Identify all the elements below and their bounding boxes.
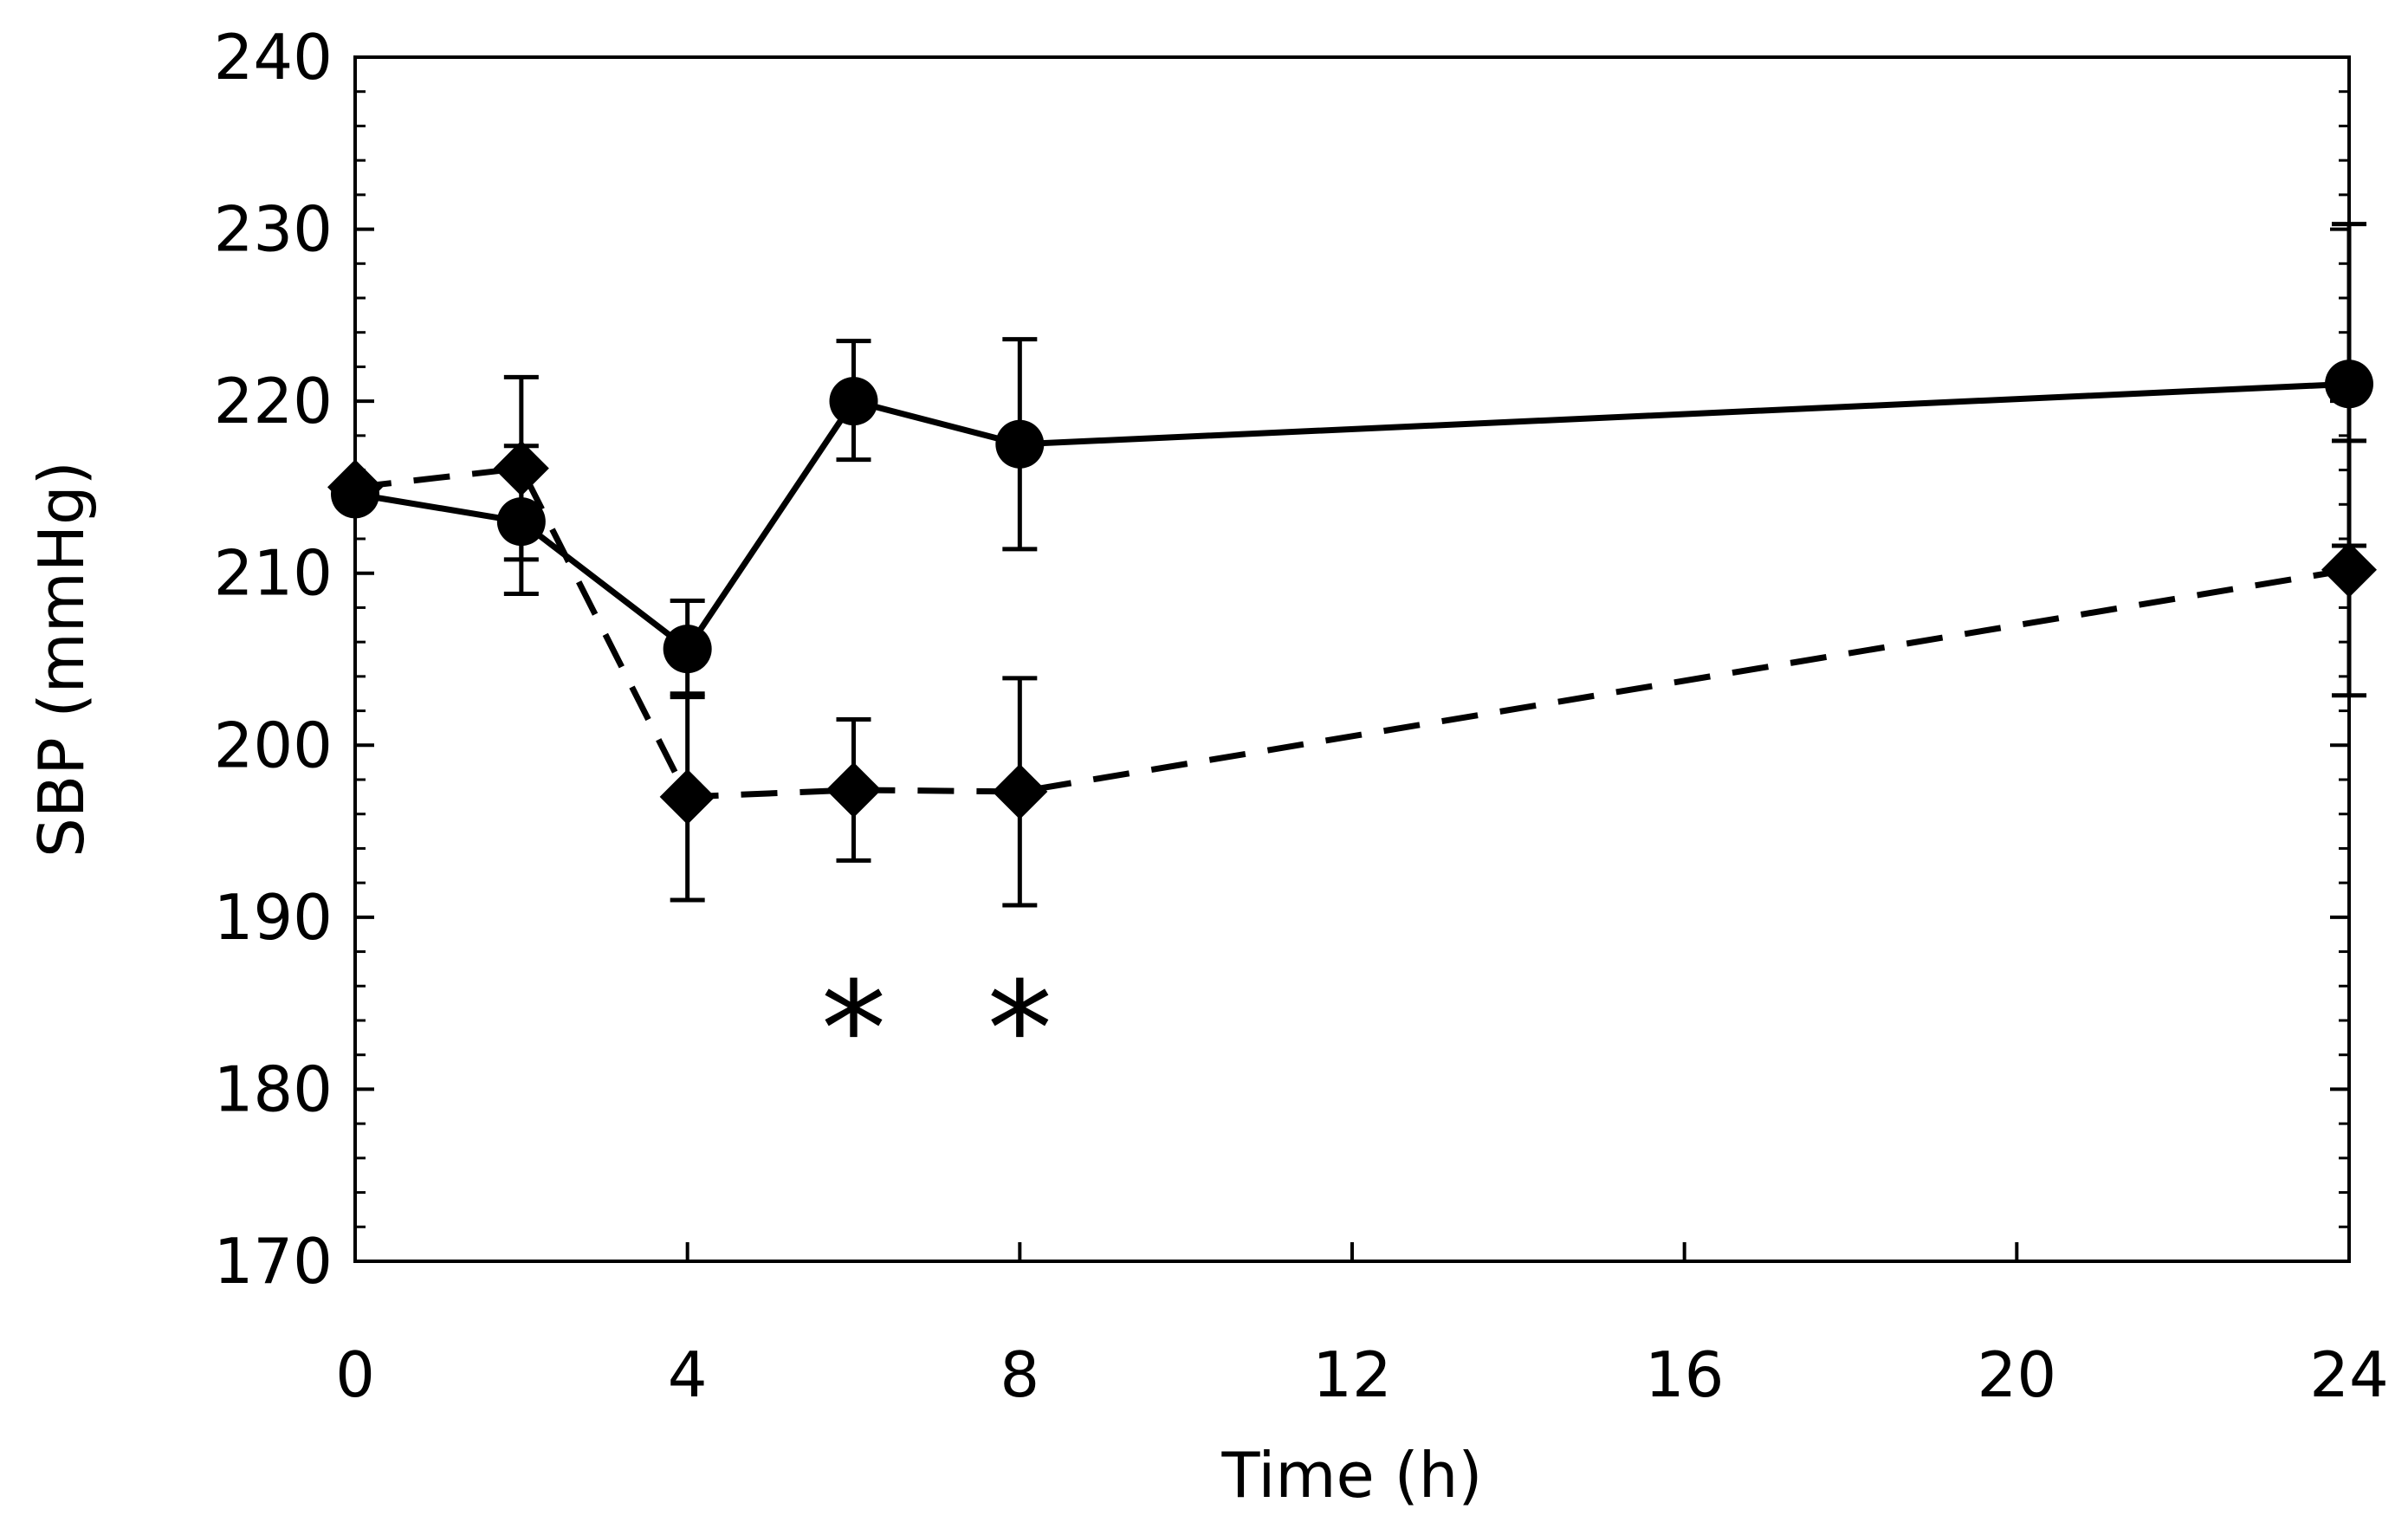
- series-layer: [327, 222, 2377, 908]
- data-point-diamond: [2321, 541, 2377, 598]
- x-tick-label: 24: [2309, 1338, 2389, 1411]
- data-point-circle: [663, 625, 712, 674]
- plot-frame: [353, 55, 2351, 1263]
- y-axis-label: SBP (mmHg): [25, 461, 98, 858]
- x-tick-label: 8: [1000, 1338, 1039, 1411]
- significance-asterisk: *: [821, 955, 886, 1105]
- x-tick-labels: 0 4 8 12 16 20 24: [335, 1338, 2389, 1411]
- significance-asterisk: *: [987, 955, 1052, 1105]
- y-tick-label: 170: [214, 1225, 333, 1298]
- x-tick-label: 0: [335, 1338, 375, 1411]
- x-tick-label: 20: [1978, 1338, 2057, 1411]
- y-tick-label: 230: [214, 193, 333, 266]
- series-line-circle-solid: [354, 380, 2350, 652]
- y-tick-labels: 170 180 190 200 210 220 230 240: [214, 21, 333, 1298]
- data-point-diamond: [825, 761, 882, 818]
- y-tick-label: 240: [214, 21, 333, 94]
- y-tick-label: 180: [214, 1052, 333, 1125]
- data-point-diamond: [659, 768, 715, 825]
- data-point-circle: [2325, 359, 2373, 409]
- data-point-diamond: [327, 459, 383, 515]
- annotation-layer: * *: [821, 955, 1052, 1105]
- y-tick-label: 190: [214, 881, 333, 954]
- series-line-diamond-dashed: [354, 465, 2350, 800]
- y-tick-label: 210: [214, 537, 333, 610]
- x-tick-label: 16: [1645, 1338, 1725, 1411]
- data-point-diamond: [992, 763, 1048, 819]
- data-point-circle: [829, 377, 878, 426]
- x-axis-label: Time (h): [1221, 1439, 1483, 1512]
- x-tick-label: 4: [668, 1338, 708, 1411]
- axis-ticks: [353, 55, 2351, 1263]
- series-circle-solid: [331, 222, 2373, 700]
- x-tick-label: 12: [1312, 1338, 1392, 1411]
- series-diamond-dashed: [327, 374, 2377, 908]
- y-tick-label: 220: [214, 365, 333, 437]
- y-tick-label: 200: [214, 709, 333, 781]
- data-point-diamond: [493, 440, 549, 496]
- data-point-circle: [995, 419, 1045, 469]
